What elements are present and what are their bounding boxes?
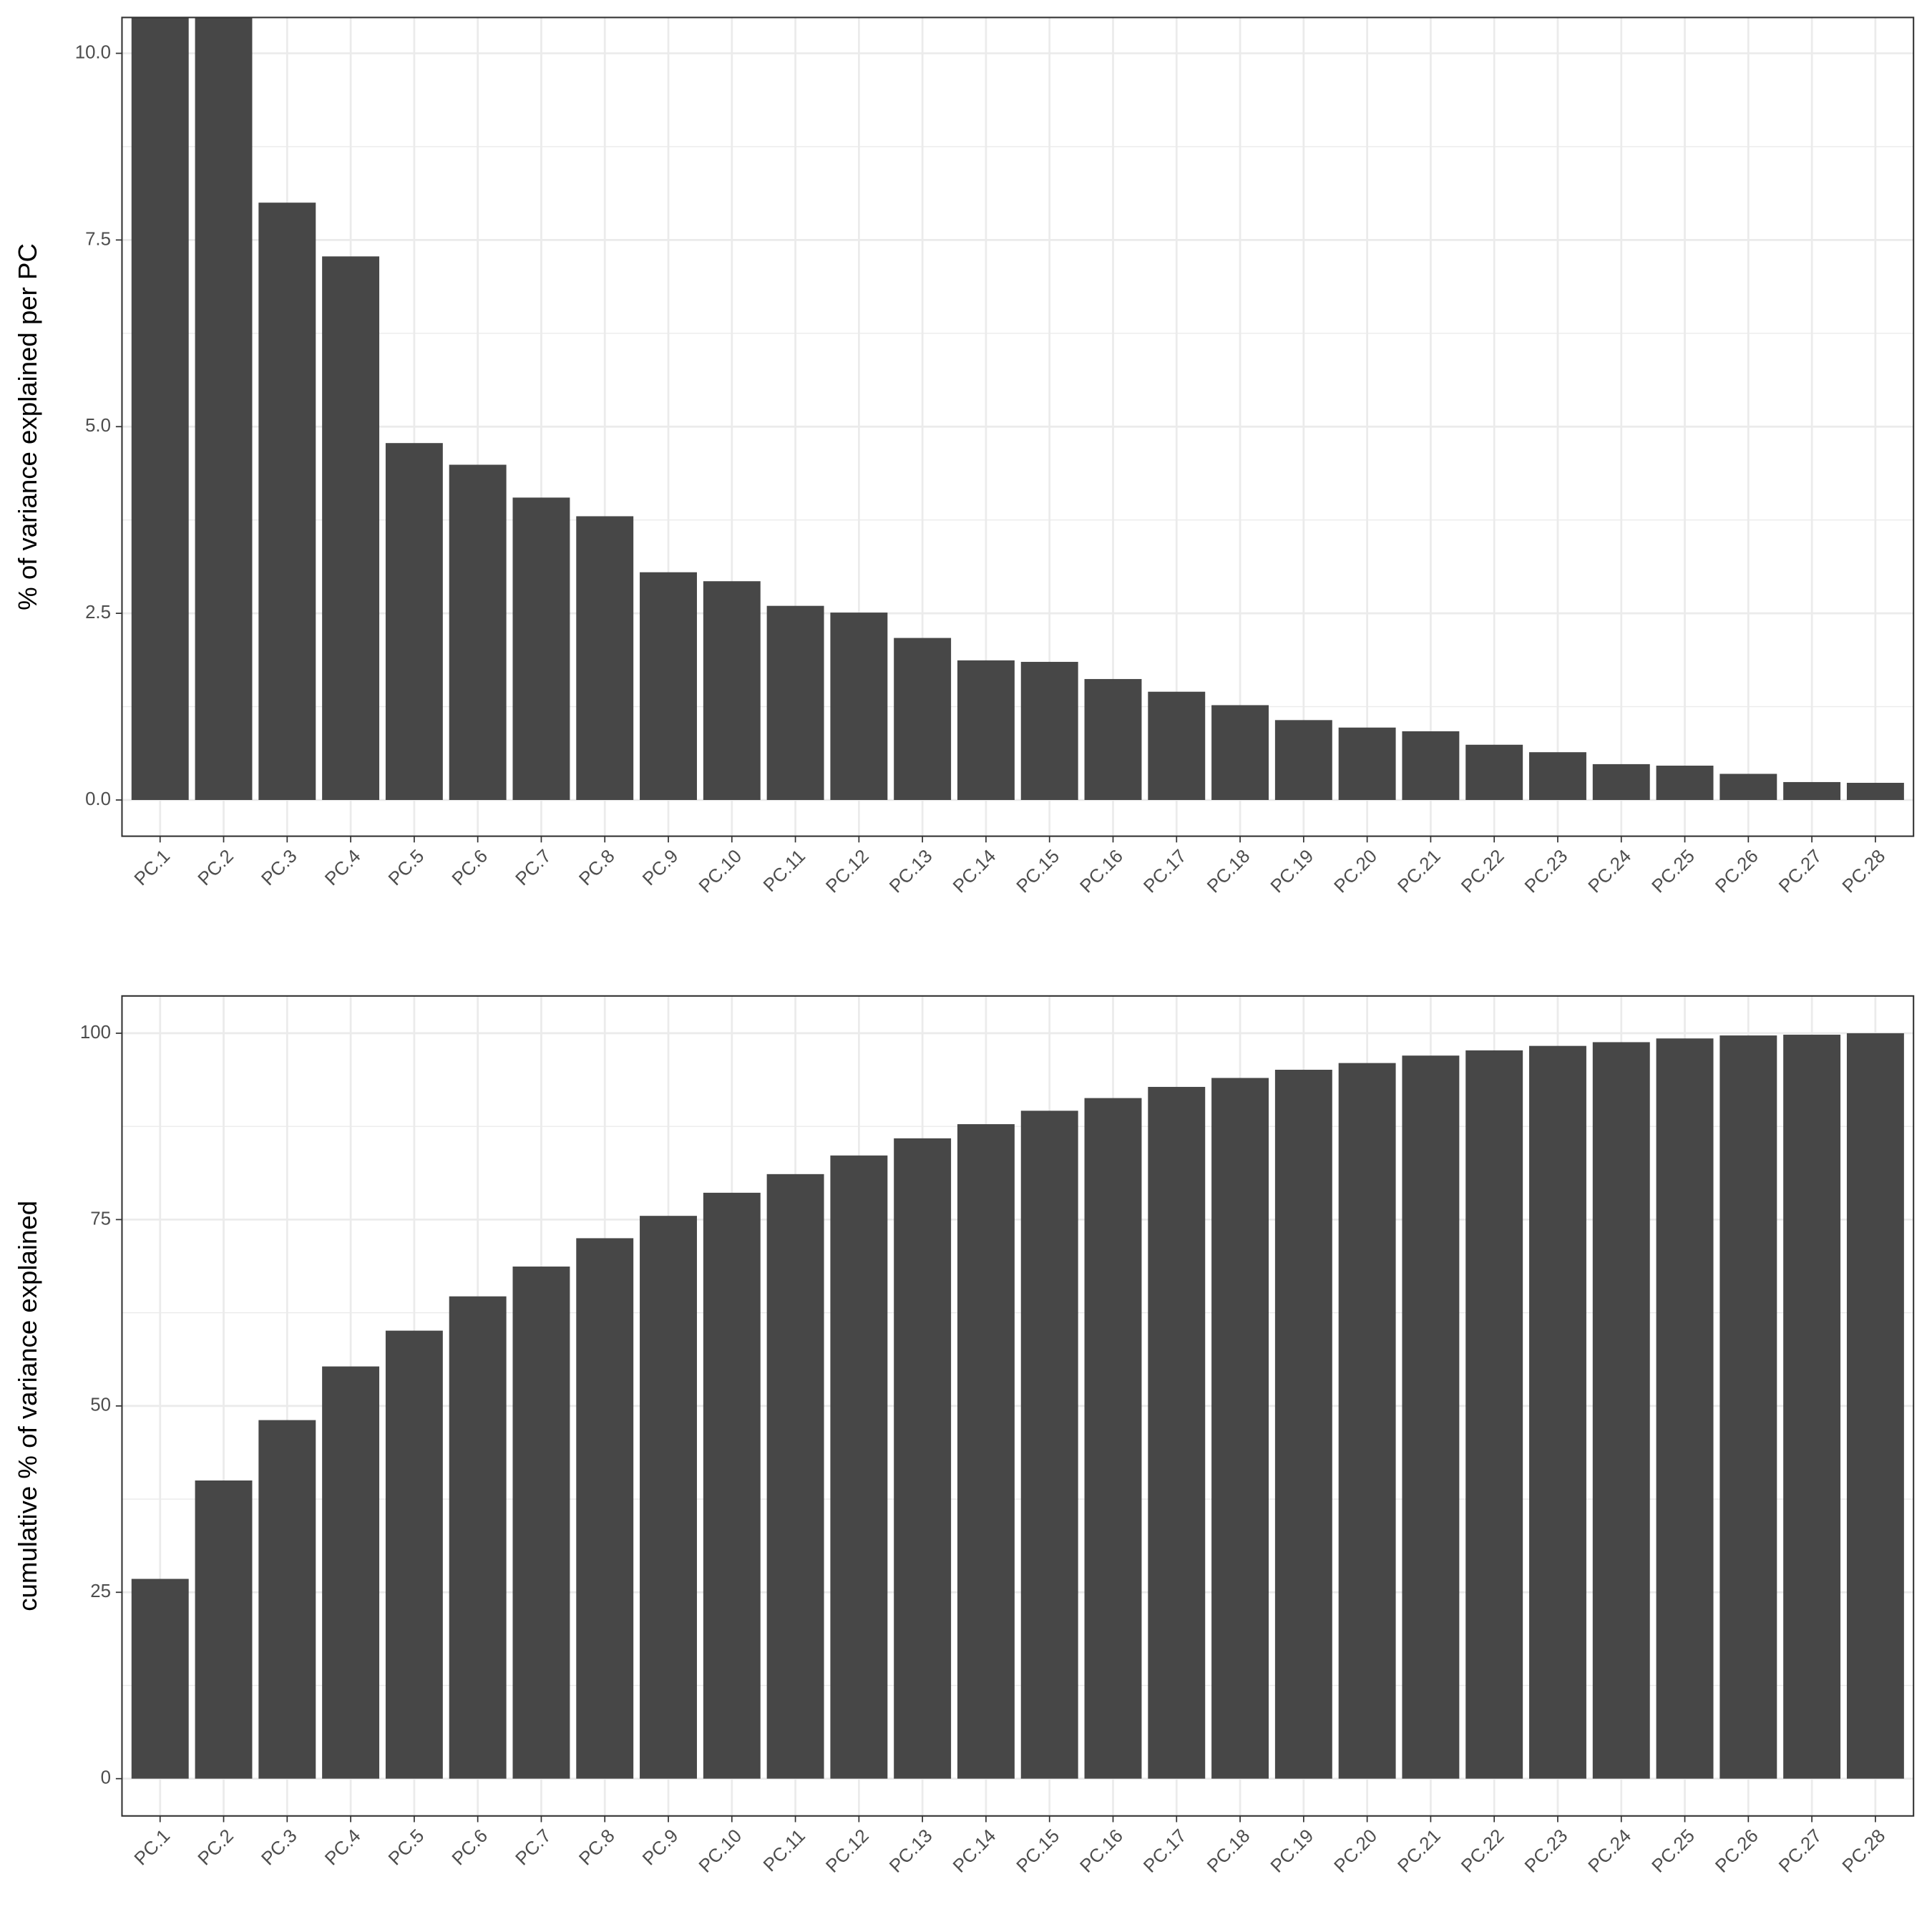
bar: [1592, 763, 1650, 800]
y-tick-label: 7.5: [85, 228, 111, 249]
bar: [1148, 691, 1206, 800]
bar: [894, 1138, 952, 1779]
bar: [640, 1216, 697, 1779]
bar: [1846, 782, 1904, 800]
bar: [1592, 1042, 1650, 1779]
bar: [1148, 1086, 1206, 1779]
bar: [766, 1174, 824, 1779]
bar: [449, 464, 507, 800]
bar: [576, 516, 634, 800]
panel-border: [121, 995, 1915, 1817]
bar: [830, 1155, 888, 1779]
bar: [1084, 678, 1142, 800]
bar: [1020, 1111, 1078, 1779]
y-tick-label: 50: [90, 1394, 111, 1415]
bar: [703, 1192, 761, 1779]
bar: [322, 1366, 380, 1779]
bar: [1465, 1050, 1523, 1779]
bar: [1783, 781, 1841, 800]
y-tick-label: 10.0: [75, 41, 111, 62]
bar: [322, 256, 380, 800]
bar: [640, 572, 697, 800]
bar: [1211, 705, 1269, 800]
y-tick-label: 25: [90, 1580, 111, 1601]
bar: [1719, 774, 1777, 800]
bar: [258, 203, 316, 800]
bar: [1338, 727, 1396, 800]
bar: [131, 17, 189, 800]
bar: [195, 1480, 253, 1779]
bar: [131, 1579, 189, 1779]
y-tick-label: 2.5: [85, 601, 111, 623]
y-tick-label: 100: [80, 1021, 111, 1043]
bar: [258, 1420, 316, 1779]
bar: [1529, 1045, 1586, 1779]
bar: [385, 443, 443, 800]
bar: [1274, 1069, 1332, 1779]
bar: [1656, 765, 1714, 800]
bar: [1719, 1035, 1777, 1779]
panel: [122, 17, 1914, 836]
bar: [1529, 752, 1586, 800]
panel: [122, 995, 1914, 1816]
bar: [1020, 661, 1078, 800]
y-tick-label: 0: [101, 1766, 111, 1787]
bar: [1783, 1035, 1841, 1779]
bar: [449, 1296, 507, 1779]
panel-border: [121, 16, 1915, 837]
bar: [195, 17, 253, 800]
bar: [830, 613, 888, 800]
bar: [576, 1238, 634, 1779]
bar: [1274, 720, 1332, 800]
bar: [1402, 1055, 1460, 1779]
bar: [766, 605, 824, 800]
bar: [894, 638, 952, 800]
bar: [1338, 1063, 1396, 1779]
y-tick-label: 0.0: [85, 788, 111, 809]
bar: [957, 1124, 1015, 1779]
bar: [1656, 1038, 1714, 1779]
bar: [512, 497, 570, 800]
bar: [1084, 1098, 1142, 1779]
y-tick-label: 5.0: [85, 414, 111, 436]
bar: [703, 581, 761, 800]
bar: [1465, 744, 1523, 800]
bar: [385, 1330, 443, 1779]
bar: [512, 1267, 570, 1779]
bar: [957, 660, 1015, 800]
bar: [1846, 1033, 1904, 1779]
y-axis-title: cumulative % of variance explained: [13, 1201, 42, 1611]
bar: [1402, 731, 1460, 800]
bar: [1211, 1078, 1269, 1779]
y-tick-label: 75: [90, 1207, 111, 1229]
y-axis-title: % of variance explained per PC: [13, 243, 42, 610]
